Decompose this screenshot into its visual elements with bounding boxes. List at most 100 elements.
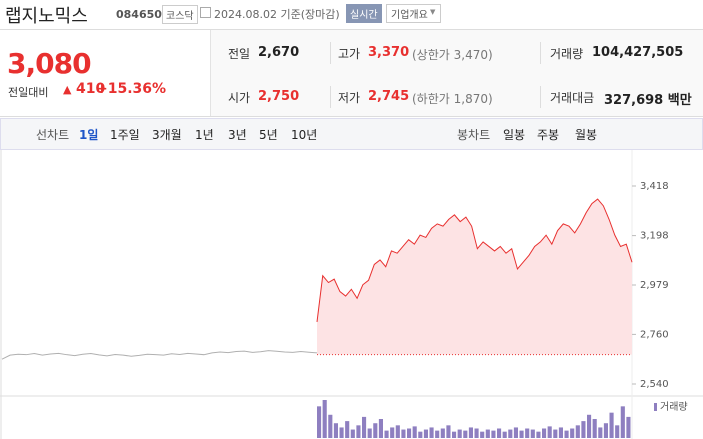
volume-bar — [373, 423, 378, 438]
volume-bar — [581, 421, 586, 438]
period-tab[interactable]: 5년 — [259, 128, 278, 142]
quote-value: 327,698 백만 — [604, 93, 692, 108]
calendar-icon — [200, 7, 211, 18]
volume-bar — [480, 431, 485, 438]
volume-bar — [592, 419, 597, 438]
volume-legend: 거래량 — [660, 401, 688, 413]
volume-bar — [418, 431, 423, 438]
date: 2024.08.02 기준(장마감) — [214, 8, 340, 21]
volume-bar — [328, 414, 333, 438]
volume-bar — [491, 430, 496, 438]
divider — [330, 86, 331, 108]
candle-tab[interactable]: 일봉 — [503, 128, 526, 142]
volume-bar — [390, 427, 395, 438]
volume-bar — [553, 429, 558, 438]
area-fill — [317, 199, 632, 355]
quote-label: 거래량 — [550, 47, 584, 61]
change-pct: +15.36% — [96, 81, 167, 97]
divider — [330, 42, 331, 64]
y-tick-label: 3,418 — [640, 181, 669, 192]
change-label: 전일대비 — [8, 86, 49, 99]
period-tab[interactable]: 3년 — [228, 128, 247, 142]
volume-bar — [626, 416, 631, 438]
stock-code: 084650 — [116, 8, 162, 21]
realtime-button[interactable]: 실시간 — [346, 4, 382, 23]
stock-name: 랩지노믹스 — [5, 6, 88, 27]
overview-button[interactable]: 기업개요 — [386, 4, 441, 23]
volume-bar — [620, 406, 625, 438]
volume-bar — [603, 423, 608, 438]
candle-tab[interactable]: 월봉 — [575, 128, 598, 142]
volume-bar — [598, 427, 603, 438]
volume-bar — [378, 419, 383, 438]
divider — [540, 42, 541, 64]
quote-label: 고가 — [338, 47, 361, 61]
volume-bar — [429, 427, 434, 438]
candle-tab[interactable]: 주봉 — [537, 128, 560, 142]
volume-bar — [339, 427, 344, 438]
volume-bar — [615, 425, 620, 438]
quote-label: 저가 — [338, 91, 361, 105]
y-tick-label: 2,540 — [640, 379, 669, 390]
quote-label: 거래대금 — [550, 91, 595, 105]
volume-bar — [558, 427, 563, 438]
volume-bar — [530, 429, 535, 438]
quote-label: 전일 — [228, 47, 251, 61]
quote-value: 2,745 — [368, 89, 410, 104]
chart: 거래량 2,540 2,760 2,979 3,198 3,418 — [0, 150, 703, 439]
change: 410 — [76, 81, 106, 97]
volume-bar — [525, 428, 530, 438]
volume-bar — [468, 427, 473, 438]
volume-bar — [575, 425, 580, 438]
period-tab[interactable]: 1주일 — [110, 128, 140, 142]
price-line — [316, 198, 633, 323]
period-tab[interactable]: 3개월 — [152, 128, 182, 142]
up-arrow: ▲ — [63, 83, 72, 96]
period-tab[interactable]: 1일 — [79, 128, 99, 142]
volume-bar — [345, 421, 350, 438]
tab-label: 봉차트 — [457, 128, 491, 142]
volume-bar — [497, 428, 502, 438]
volume-bar — [564, 430, 569, 438]
volume-bar — [519, 430, 524, 438]
volume-bar — [322, 400, 327, 438]
volume-bar — [463, 430, 468, 438]
volume-bar — [407, 428, 412, 438]
quote-value: 3,370 — [368, 45, 410, 60]
volume-bar — [395, 425, 400, 438]
tab-label: 선차트 — [36, 128, 70, 142]
period-tab[interactable]: 1년 — [195, 128, 214, 142]
volume-bar — [502, 431, 507, 438]
volume-bar — [356, 425, 361, 438]
quote-value: 2,670 — [258, 45, 300, 60]
volume-bar — [362, 416, 367, 438]
dropdown-arrow: ▼ — [430, 8, 436, 16]
market-badge: 코스닥 — [162, 5, 198, 24]
quote-label: 시가 — [228, 91, 251, 105]
volume-bar — [317, 406, 322, 438]
quote-value: 2,750 — [258, 89, 300, 104]
volume-bar — [367, 428, 372, 438]
y-tick-label: 2,760 — [640, 329, 669, 340]
divider — [540, 86, 541, 108]
quote-note: (하한가 1,870) — [412, 92, 493, 106]
volume-bar — [542, 428, 547, 438]
volume-bar — [350, 429, 355, 438]
volume-bar — [609, 412, 614, 438]
volume-bar — [435, 430, 440, 438]
y-tick-label: 2,979 — [640, 280, 669, 291]
volume-bar — [452, 431, 457, 438]
quote-note: (상한가 3,470) — [412, 48, 493, 62]
volume-bar — [570, 428, 575, 438]
volume-bar — [401, 429, 406, 438]
volume-bar — [446, 425, 451, 438]
volume-bar — [587, 414, 592, 438]
volume-bar — [412, 426, 417, 438]
quote-value: 104,427,505 — [592, 45, 684, 60]
volume-bar — [384, 430, 389, 438]
volume-bar — [513, 427, 518, 438]
tab-bar — [0, 118, 703, 150]
period-tab[interactable]: 10년 — [291, 128, 318, 142]
volume-bar — [536, 431, 541, 438]
price-panel — [0, 30, 211, 116]
